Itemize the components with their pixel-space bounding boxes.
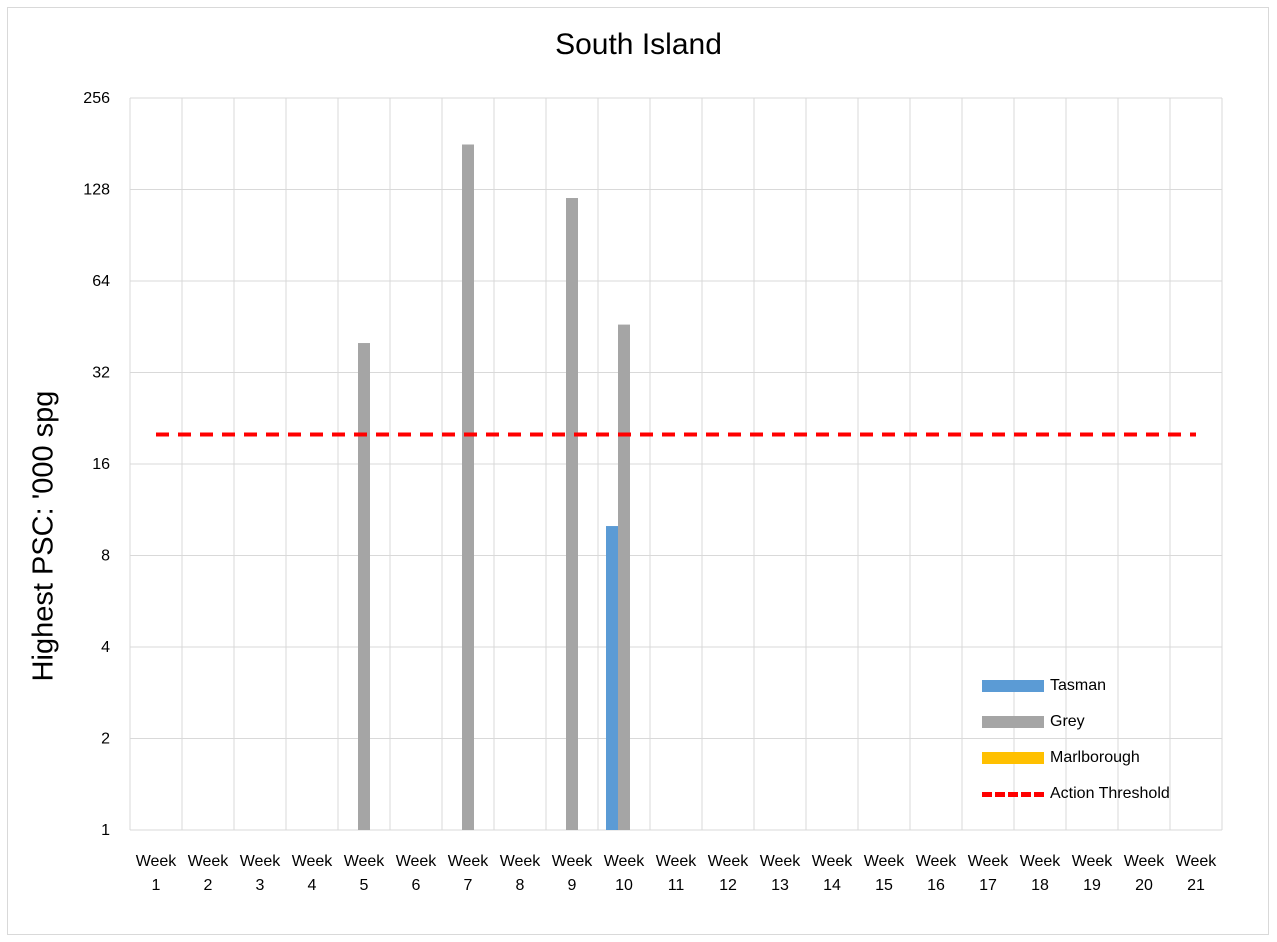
x-tick-label-line2: 14 (823, 877, 841, 894)
x-tick-label-line2: 5 (360, 877, 369, 894)
x-tick-label-line2: 21 (1187, 877, 1205, 894)
x-tick-label-line1: Week (864, 853, 906, 870)
x-tick-label-line2: 19 (1083, 877, 1101, 894)
x-tick-label-line1: Week (604, 853, 646, 870)
x-tick-label-line2: 9 (568, 877, 577, 894)
x-tick-label-line1: Week (1072, 853, 1114, 870)
x-tick-label-line2: 7 (464, 877, 473, 894)
x-tick-label-line2: 16 (927, 877, 945, 894)
x-tick-label-line2: 1 (152, 877, 161, 894)
x-tick-label-line2: 10 (615, 877, 633, 894)
legend-swatch-action-threshold (982, 791, 1044, 797)
x-tick-label-line2: 11 (668, 877, 685, 894)
y-tick-label: 4 (101, 639, 110, 656)
y-tick-label: 1 (101, 822, 110, 839)
x-tick-label-line1: Week (240, 853, 282, 870)
x-tick-label-line2: 3 (256, 877, 265, 894)
x-tick-label-line1: Week (1020, 853, 1062, 870)
x-tick-label-line1: Week (1124, 853, 1166, 870)
y-tick-label: 8 (101, 548, 110, 565)
x-tick-label-line2: 2 (204, 877, 213, 894)
legend-label-tasman: Tasman (1050, 677, 1107, 694)
chart-frame (7, 7, 1269, 935)
x-tick-label-line2: 18 (1031, 877, 1049, 894)
x-tick-label-line2: 15 (875, 877, 893, 894)
chart-title: South Island (555, 28, 722, 61)
x-tick-label-line2: 4 (308, 877, 317, 894)
legend-label-grey: Grey (1050, 713, 1085, 730)
legend-swatch-grey (982, 716, 1044, 728)
y-tick-label: 16 (92, 456, 110, 473)
y-tick-label: 32 (92, 365, 110, 382)
x-tick-label-line1: Week (656, 853, 698, 870)
legend-item-grey: Grey (982, 704, 1222, 740)
x-tick-label-line1: Week (1176, 853, 1218, 870)
x-tick-label-line2: 6 (412, 877, 421, 894)
legend-swatch-marlborough (982, 752, 1044, 764)
bar-tasman-10 (606, 526, 618, 830)
x-tick-label-line2: 12 (719, 877, 737, 894)
legend-swatch-tasman (982, 680, 1044, 692)
y-tick-label: 256 (83, 90, 110, 107)
x-tick-label-line1: Week (188, 853, 230, 870)
x-tick-label-line2: 8 (516, 877, 525, 894)
bar-grey-7 (462, 144, 474, 831)
legend-label-action-threshold: Action Threshold (1050, 785, 1170, 802)
bar-grey-10 (618, 324, 630, 830)
x-tick-label-line1: Week (448, 853, 490, 870)
x-tick-label-line2: 17 (979, 877, 997, 894)
legend-item-tasman: Tasman (982, 668, 1222, 704)
y-tick-label: 128 (83, 182, 110, 199)
x-tick-label-line1: Week (136, 853, 178, 870)
y-tick-label: 64 (92, 273, 110, 290)
x-tick-label-line1: Week (812, 853, 854, 870)
x-tick-label-line2: 20 (1135, 877, 1153, 894)
x-tick-label-line1: Week (760, 853, 802, 870)
x-tick-label-line1: Week (344, 853, 386, 870)
x-tick-label-line1: Week (708, 853, 750, 870)
x-tick-label-line2: 13 (771, 877, 789, 894)
x-tick-label-line1: Week (500, 853, 542, 870)
legend-item-action-threshold: Action Threshold (982, 776, 1222, 812)
x-tick-label-line1: Week (396, 853, 438, 870)
x-tick-label-line1: Week (968, 853, 1010, 870)
bar-grey-9 (566, 198, 578, 830)
x-tick-label-line1: Week (916, 853, 958, 870)
legend-label-marlborough: Marlborough (1050, 749, 1140, 766)
legend-item-marlborough: Marlborough (982, 740, 1222, 776)
bar-grey-5 (358, 343, 370, 830)
x-tick-label-line1: Week (292, 853, 334, 870)
x-tick-label-line1: Week (552, 853, 594, 870)
y-tick-label: 2 (101, 731, 110, 748)
legend: Tasman Grey Marlborough Action Threshold (982, 668, 1222, 812)
